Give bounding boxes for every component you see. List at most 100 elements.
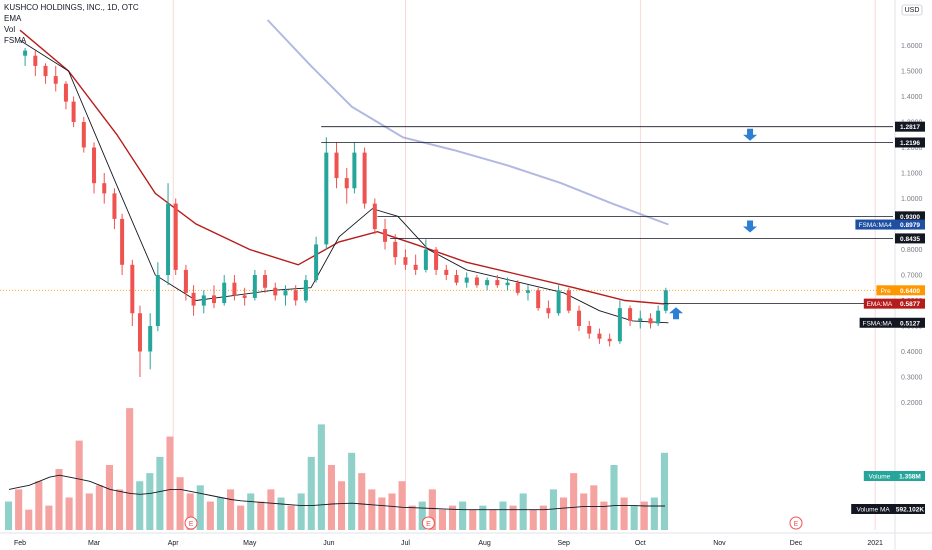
candle-body[interactable] [474, 277, 479, 286]
time-tick-label: Aug [478, 540, 491, 547]
indicator-vol[interactable]: Vol [4, 25, 16, 34]
candle-body[interactable] [536, 290, 541, 309]
candle-body[interactable] [587, 326, 592, 334]
candle-body[interactable] [166, 203, 171, 275]
candle-body[interactable] [212, 295, 216, 304]
candle-body[interactable] [293, 290, 298, 301]
candle-body[interactable] [344, 178, 349, 189]
ema-line [19, 29, 669, 305]
arrow-down-icon[interactable] [743, 128, 758, 141]
candle-body[interactable] [423, 249, 428, 270]
candle-body[interactable] [33, 55, 38, 66]
candle-body[interactable] [372, 203, 377, 230]
arrow-up-icon[interactable] [669, 307, 684, 320]
level-1.2817-tag-bg [895, 121, 925, 132]
horizontal-levels[interactable] [321, 126, 893, 305]
symbol-title[interactable]: KUSHCO HOLDINGS, INC., 1D, OTC [4, 3, 139, 12]
candle-body[interactable] [454, 275, 459, 283]
candle-body[interactable] [403, 257, 408, 265]
candle-body[interactable] [273, 287, 278, 296]
candle-body[interactable] [23, 50, 28, 56]
candle-body[interactable] [485, 280, 490, 286]
volume-bar [176, 477, 184, 530]
candle-body[interactable] [505, 282, 510, 286]
candle-body[interactable] [71, 101, 76, 122]
earnings-marker[interactable] [789, 516, 803, 530]
candle-body[interactable] [263, 275, 268, 288]
candle-body[interactable] [120, 218, 125, 265]
candle-body[interactable] [201, 295, 206, 306]
candle-body[interactable] [464, 277, 469, 283]
candle-body[interactable] [63, 83, 68, 102]
candle-body[interactable] [43, 65, 48, 77]
volume-ma-tag-value-bg [895, 504, 925, 514]
candle-body[interactable] [191, 292, 196, 306]
earnings-marker[interactable] [184, 516, 198, 530]
candle-body[interactable] [546, 308, 551, 314]
candle-body[interactable] [92, 147, 97, 184]
volume-bar [358, 473, 366, 530]
candle-body[interactable] [525, 290, 530, 293]
candle-body[interactable] [495, 280, 500, 286]
earnings-marker-label: E [794, 521, 799, 528]
candle-body[interactable] [434, 249, 439, 270]
candle-body[interactable] [148, 326, 153, 352]
candle-body[interactable] [112, 193, 117, 219]
candle-body[interactable] [383, 229, 388, 242]
pre-tag-value: 0.6400 [900, 288, 920, 295]
price-axis[interactable]: USD1.60001.50001.40001.30001.20001.10001… [894, 0, 932, 550]
candle-body[interactable] [597, 333, 602, 339]
candle-body[interactable] [222, 282, 227, 304]
candle-body[interactable] [130, 264, 135, 314]
candle-body[interactable] [242, 295, 247, 298]
candle-body[interactable] [102, 183, 107, 194]
candle-body[interactable] [334, 152, 339, 179]
candle-body[interactable] [556, 290, 561, 314]
candle-body[interactable] [566, 290, 571, 311]
candle-body[interactable] [173, 203, 178, 270]
candle-body[interactable] [53, 76, 58, 84]
volume-bar [65, 497, 73, 530]
volume-bar [469, 509, 477, 530]
candle-body[interactable] [252, 275, 257, 298]
candle-body[interactable] [638, 318, 643, 321]
candle-body[interactable] [137, 313, 142, 352]
candle-body[interactable] [232, 282, 237, 296]
candle-body[interactable] [444, 269, 449, 275]
candle-body[interactable] [515, 282, 520, 293]
candle-body[interactable] [81, 122, 86, 148]
candle-body[interactable] [314, 244, 319, 281]
candle-body[interactable] [283, 290, 288, 296]
candle-body[interactable] [324, 152, 329, 245]
indicator-ema[interactable]: EMA [4, 14, 22, 23]
indicator-fsma[interactable]: FSMA [4, 36, 27, 45]
time-tick-label: 2021 [867, 540, 883, 547]
volume-bar [45, 505, 53, 530]
candle-body[interactable] [413, 264, 418, 270]
candle-body[interactable] [303, 280, 308, 301]
time-axis[interactable]: Feb Mar Apr May Jun Jul Aug Sep Oct Nov Dec 2021 [0, 532, 932, 547]
candle-body[interactable] [362, 152, 367, 204]
candles[interactable] [23, 48, 668, 377]
candle-body[interactable] [617, 308, 622, 342]
price-tick-label: 0.7000 [901, 273, 923, 280]
arrow-down-icon[interactable] [743, 220, 758, 233]
earnings-marker[interactable] [421, 516, 435, 530]
volume-bar [257, 501, 265, 530]
arrows[interactable] [669, 128, 758, 320]
candle-body[interactable] [656, 310, 661, 324]
candle-body[interactable] [155, 275, 160, 326]
candle-body[interactable] [663, 290, 668, 311]
candle-body[interactable] [393, 241, 398, 258]
candle-body[interactable] [183, 269, 188, 293]
candle-body[interactable] [352, 152, 357, 189]
price-tags: 1.2817 1.2196 0.9300 0.8435 Pre 0.6400 EMA:MA 0… [851, 121, 925, 514]
volume-bar [338, 481, 346, 530]
volume-bar [509, 505, 517, 530]
candle-body[interactable] [607, 338, 612, 342]
candle-body[interactable] [577, 310, 582, 326]
candle-body[interactable] [628, 308, 633, 321]
candle-body[interactable] [648, 318, 653, 324]
